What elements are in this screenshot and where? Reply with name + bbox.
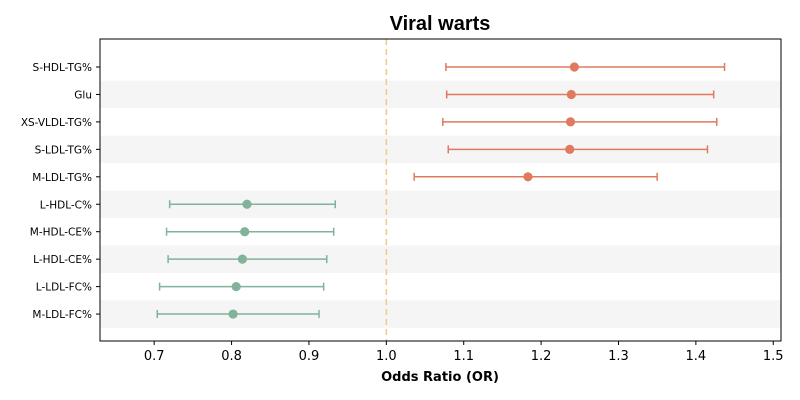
or-point	[237, 254, 247, 264]
x-tick-label: 1.2	[531, 349, 552, 364]
or-point	[565, 144, 575, 154]
plot-area: 0.7 0.8 0.9 1.0 1.1 1.2 1.3 1.4 1.5 S-HDL-TG% Glu X…	[21, 38, 784, 364]
y-tick-label: L-HDL-CE%	[33, 254, 92, 266]
x-tick-label: 1.0	[376, 349, 397, 364]
x-tick-label: 0.8	[221, 349, 242, 364]
x-axis-label: Odds Ratio (OR)	[381, 370, 499, 385]
y-tick-label: S-LDL-TG%	[35, 144, 92, 156]
or-point	[231, 282, 241, 292]
plot-frame	[99, 38, 782, 342]
y-tick-label: M-LDL-TG%	[32, 172, 92, 184]
y-tick-label: L-HDL-C%	[40, 199, 92, 211]
or-point	[523, 172, 533, 182]
or-point	[242, 199, 252, 209]
or-point	[228, 309, 238, 319]
or-point	[565, 117, 576, 127]
y-tick-label: XS-VLDL-TG%	[21, 117, 92, 129]
y-tick-label: M-LDL-FC%	[32, 309, 92, 321]
x-tick-label: 1.4	[686, 349, 707, 364]
or-point	[566, 89, 576, 100]
x-tick-label: 1.3	[608, 349, 629, 364]
chart-title: Viral warts	[390, 13, 491, 35]
x-tick-label: 0.7	[144, 349, 165, 364]
or-point	[240, 227, 250, 237]
x-tick-label: 0.9	[299, 349, 320, 364]
x-tick-label: 1.5	[763, 349, 784, 364]
y-tick-label: S-HDL-TG%	[33, 62, 92, 74]
y-tick-label: L-LDL-FC%	[36, 282, 92, 294]
y-tick-label: M-HDL-CE%	[30, 227, 92, 239]
x-tick-label: 1.1	[453, 349, 474, 364]
y-tick-label: Glu	[74, 89, 92, 101]
or-point	[569, 62, 579, 72]
